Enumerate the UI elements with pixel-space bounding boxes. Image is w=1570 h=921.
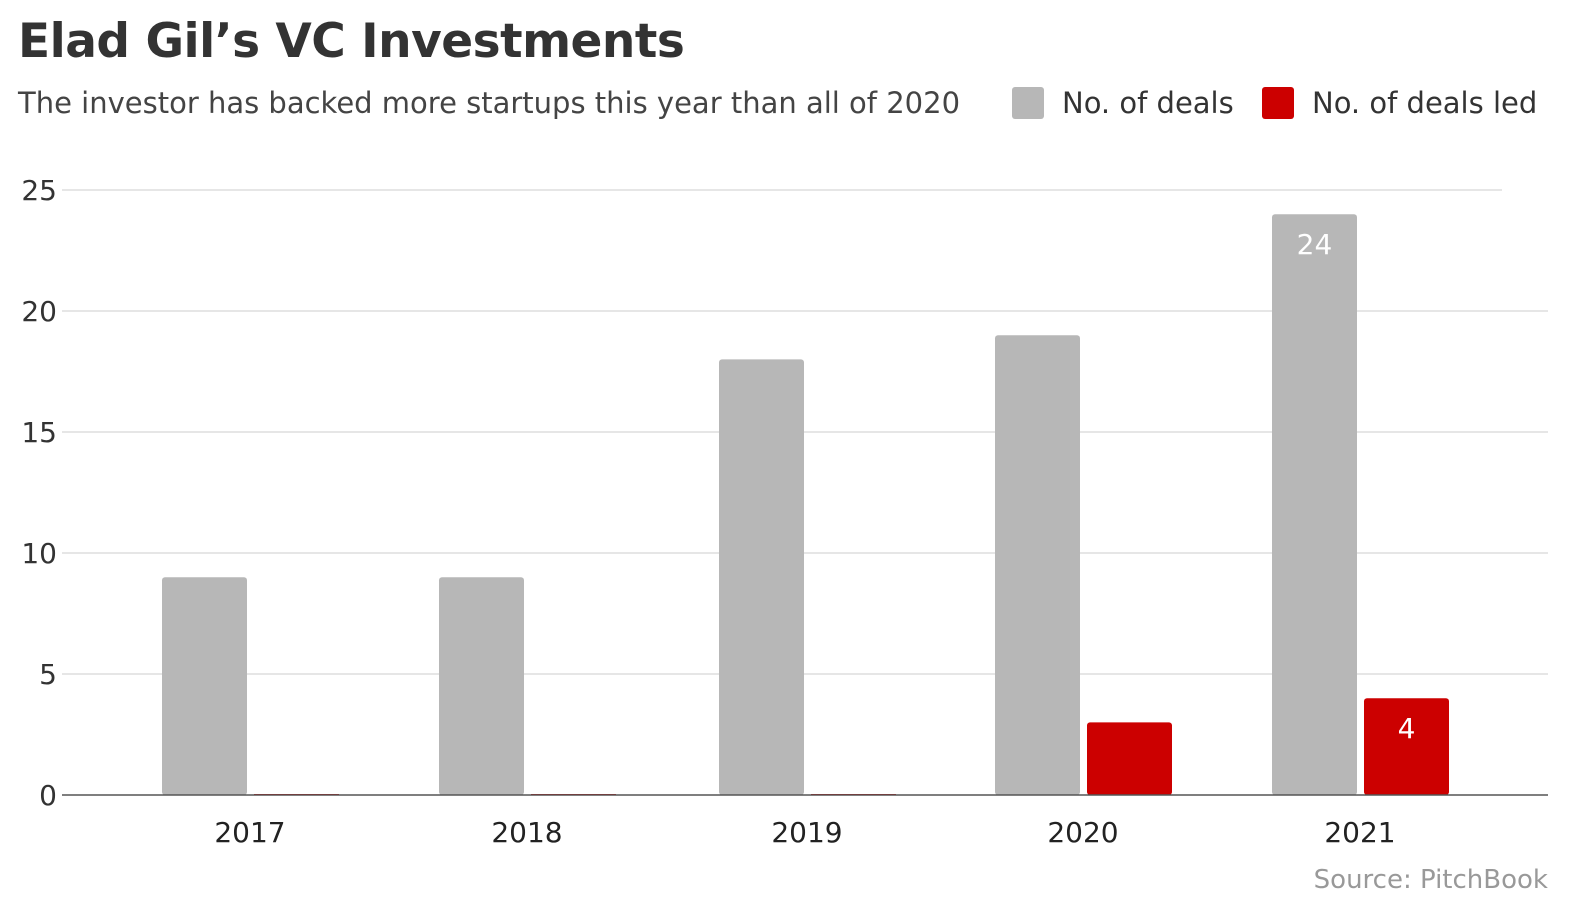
chart-title: Elad Gil’s VC Investments: [18, 14, 685, 69]
chart-subtitle: The investor has backed more startups th…: [18, 86, 961, 120]
bar-deals-2019: [719, 359, 804, 795]
x-tick-label: 2020: [1047, 816, 1118, 849]
bar-deals-2020: [995, 335, 1080, 795]
x-tick-label: 2018: [491, 816, 562, 849]
bar-deals-2017: [162, 577, 247, 795]
legend-label-deals: No. of deals: [1062, 86, 1234, 120]
legend-item-deals: No. of deals: [1012, 86, 1234, 120]
y-tick-label: 10: [21, 537, 57, 570]
y-tick-label: 0: [39, 779, 57, 812]
y-tick-label: 15: [21, 416, 57, 449]
x-tick-label: 2019: [771, 816, 842, 849]
bar-deals-2018: [439, 577, 524, 795]
legend-item-deals-led: No. of deals led: [1262, 86, 1537, 120]
bar-deals-2021: [1272, 214, 1357, 795]
data-label: 24: [1297, 228, 1333, 261]
bar-deals-led-2020: [1087, 722, 1172, 795]
x-tick-label: 2017: [214, 816, 285, 849]
y-tick-label: 20: [21, 295, 57, 328]
source-note: Source: PitchBook: [1313, 865, 1548, 895]
bar-deals-led-2021: [1364, 698, 1449, 795]
x-tick-label: 2021: [1324, 816, 1395, 849]
y-tick-label: 25: [21, 174, 57, 207]
legend-swatch-deals-led: [1262, 87, 1294, 119]
y-tick-label: 5: [39, 658, 57, 691]
legend-swatch-deals: [1012, 87, 1044, 119]
legend-label-deals-led: No. of deals led: [1312, 86, 1538, 120]
data-label: 4: [1398, 712, 1416, 745]
